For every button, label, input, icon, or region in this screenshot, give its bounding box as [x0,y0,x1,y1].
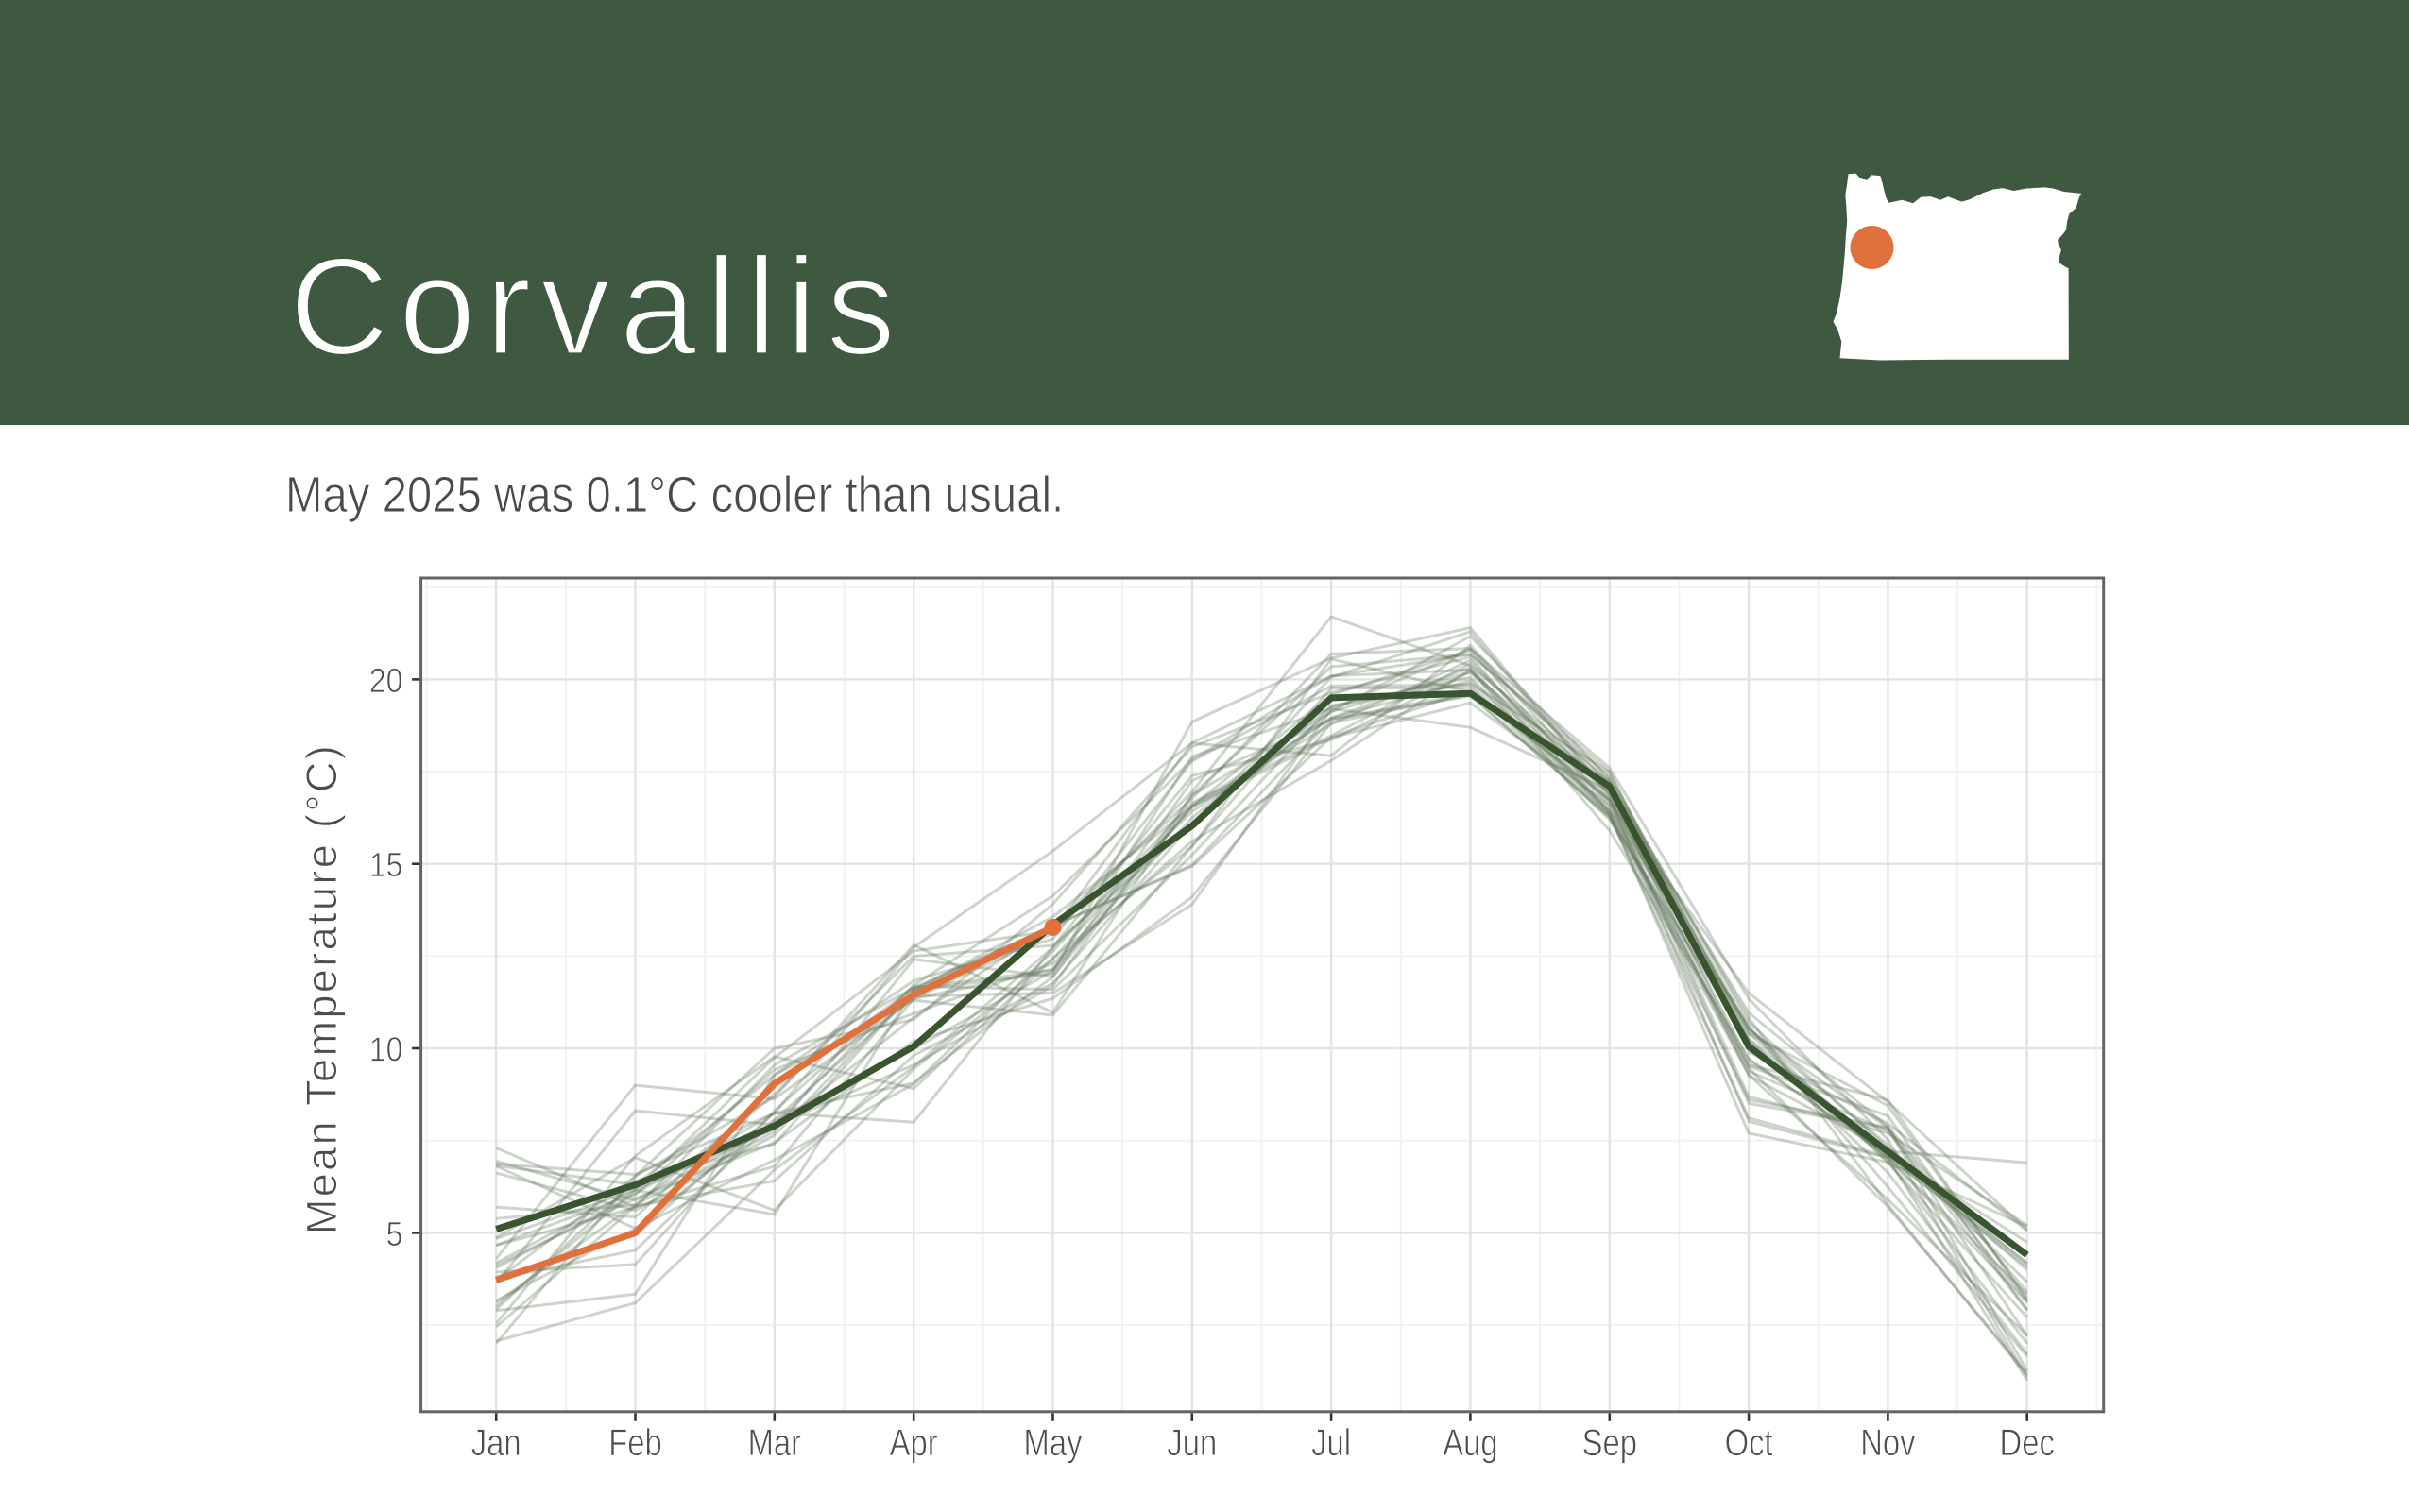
svg-text:Mean Temperature (°C): Mean Temperature (°C) [298,743,346,1234]
svg-text:Jan: Jan [471,1421,521,1464]
svg-text:Jun: Jun [1167,1421,1217,1464]
svg-text:Oct: Oct [1725,1421,1773,1464]
svg-text:Nov: Nov [1860,1421,1916,1464]
svg-text:Apr: Apr [890,1421,938,1464]
svg-text:Corvallis: Corvallis [289,229,905,384]
svg-text:Dec: Dec [2000,1421,2055,1464]
svg-text:15: 15 [369,846,403,884]
svg-text:Feb: Feb [608,1421,662,1464]
svg-text:Mar: Mar [748,1421,801,1464]
svg-text:Sep: Sep [1582,1421,1637,1464]
svg-text:May 2025 was 0.1°C cooler than: May 2025 was 0.1°C cooler than usual. [285,466,1064,523]
svg-text:Jul: Jul [1311,1421,1351,1464]
svg-text:5: 5 [386,1215,403,1253]
svg-text:May: May [1024,1421,1084,1464]
svg-text:20: 20 [369,662,403,700]
svg-text:Aug: Aug [1443,1421,1497,1464]
svg-text:10: 10 [369,1031,403,1069]
